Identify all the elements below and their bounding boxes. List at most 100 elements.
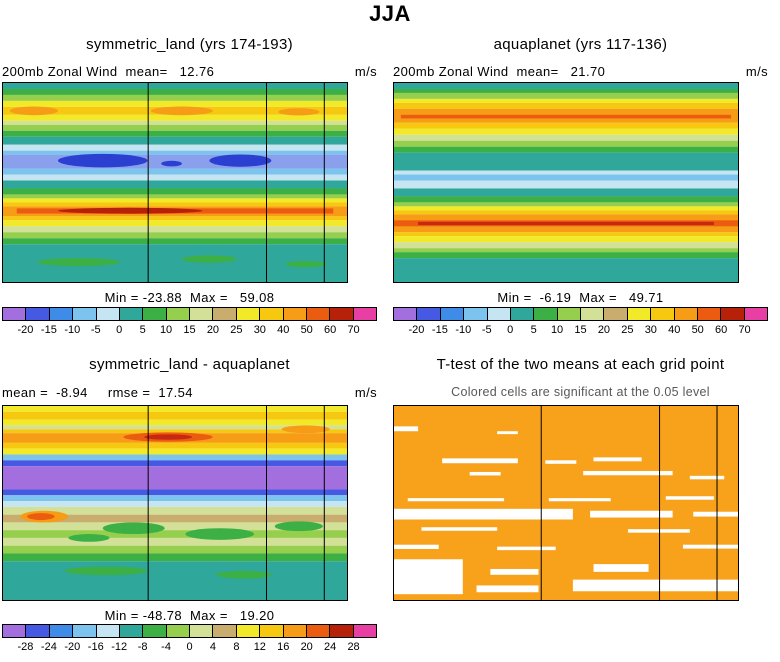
colorbar-tick: 0 [116,324,123,336]
colorbar-cell [353,308,376,320]
colorbar-tick: 60 [324,324,337,336]
colorbar-tick: -20 [408,324,425,336]
contour-band [394,88,738,93]
colorbar-cell [353,625,376,637]
contour-band [394,258,738,282]
contour-band [3,501,347,507]
contour-patch [421,527,498,531]
colorbar-tick: 50 [691,324,704,336]
panel-ttest: T-test of the two means at each grid poi… [393,356,768,662]
panel-stats-label: 200mb Zonal Wind mean= 21.70 [393,64,606,79]
contour-band [3,553,347,562]
contour-band [3,514,347,523]
contour-band [394,236,738,243]
colorbar-tick: 8 [233,641,240,653]
contour-band [394,98,738,103]
contour-band [3,537,347,546]
colorbar-cell [119,308,144,320]
contour-plot-difference [2,405,348,601]
contour-band [3,448,347,455]
contour-patch [394,426,419,432]
colorbar-cell [697,308,722,320]
colorbar-tick: 10 [550,324,564,336]
contour-patch [497,546,556,551]
contour-blob [64,566,148,576]
contour-patch [593,564,649,572]
colorbar-cell [213,625,237,637]
contour-band [3,489,347,496]
colorbar-tick: -20 [17,324,34,336]
contour-patch [394,559,463,595]
colorbar-tick: -5 [90,324,101,336]
contour-patch [400,114,732,119]
colorbar-cell [166,625,190,637]
contour-band [3,238,347,245]
contour-band [3,202,347,207]
colorbar-cell [96,308,120,320]
contour-patch [693,511,738,517]
colorbar-cell [26,308,50,320]
colorbar-cell [119,625,144,637]
colorbar-tick: -10 [455,324,472,336]
colorbar-tick: 30 [644,324,657,336]
colorbar-tick: 12 [253,641,266,653]
colorbar-cell [26,625,50,637]
colorbar-wind-right [393,307,768,321]
significance-note: Colored cells are significant at the 0.0… [451,385,710,399]
contour-band [3,168,347,175]
panel-title: aquaplanet (yrs 117-136) [493,36,668,53]
contour-band [394,92,738,99]
contour-patch [590,510,673,518]
colorbar-tick: 25 [621,324,634,336]
colorbar-tick: -10 [64,324,81,336]
minmax-label: Min = -6.19 Max = 49.71 [497,290,664,305]
panel-title: symmetric_land (yrs 174-193) [86,36,293,53]
units-label: m/s [354,385,377,400]
contour-plot-symmetric-land [2,82,348,283]
contour-band [3,188,347,195]
significance-map-ttest [393,405,739,601]
contour-band [3,226,347,233]
colorbar-tick: 5 [139,324,146,336]
colorbar-cell [190,308,214,320]
colorbar-cell [283,308,307,320]
contour-band [3,150,347,155]
contour-field [3,83,347,282]
colorbar-tick: 24 [324,641,337,653]
contour-band [3,411,347,420]
panel-title: symmetric_land - aquaplanet [89,356,290,373]
contour-band [3,120,347,125]
contour-band [3,522,347,531]
colorbar-cell [143,625,167,637]
contour-band [3,232,347,239]
contour-patch [442,458,518,464]
contour-patch [476,585,539,593]
colorbar-cell [143,308,167,320]
contour-band [3,419,347,426]
contour-patch [682,544,738,549]
contour-band [3,114,347,121]
colorbar-tick: -15 [431,324,448,336]
colorbar-cell [49,308,74,320]
contour-blob [281,425,330,434]
contour-blob [161,160,182,167]
contour-band [394,102,738,109]
colorbar-tick: 5 [530,324,537,336]
colorbar-diff [2,624,377,638]
colorbar-cell [557,308,581,320]
colorbar-tick: 15 [574,324,587,336]
colorbar-tick: 16 [277,641,290,653]
colorbar-cell [674,308,698,320]
contour-patch [689,475,725,480]
contour-band [3,406,347,412]
colorbar-labels-wind-left: -20 -15 -10 -5 0 5 10 15 20 25 30 40 50 60 70 [2,324,377,338]
colorbar-cell [744,308,767,320]
contour-band [394,232,738,237]
panel-symmetric-land: symmetric_land (yrs 174-193) 200mb Zonal… [2,36,377,351]
colorbar-labels-diff: -28 -24 -20 -16 -12 -8 -4 0 4 8 12 16 20 24 28 [2,641,377,655]
contour-blob [274,521,323,532]
contour-patch [490,568,539,575]
contour-band [3,495,347,502]
contour-patch [469,471,501,476]
